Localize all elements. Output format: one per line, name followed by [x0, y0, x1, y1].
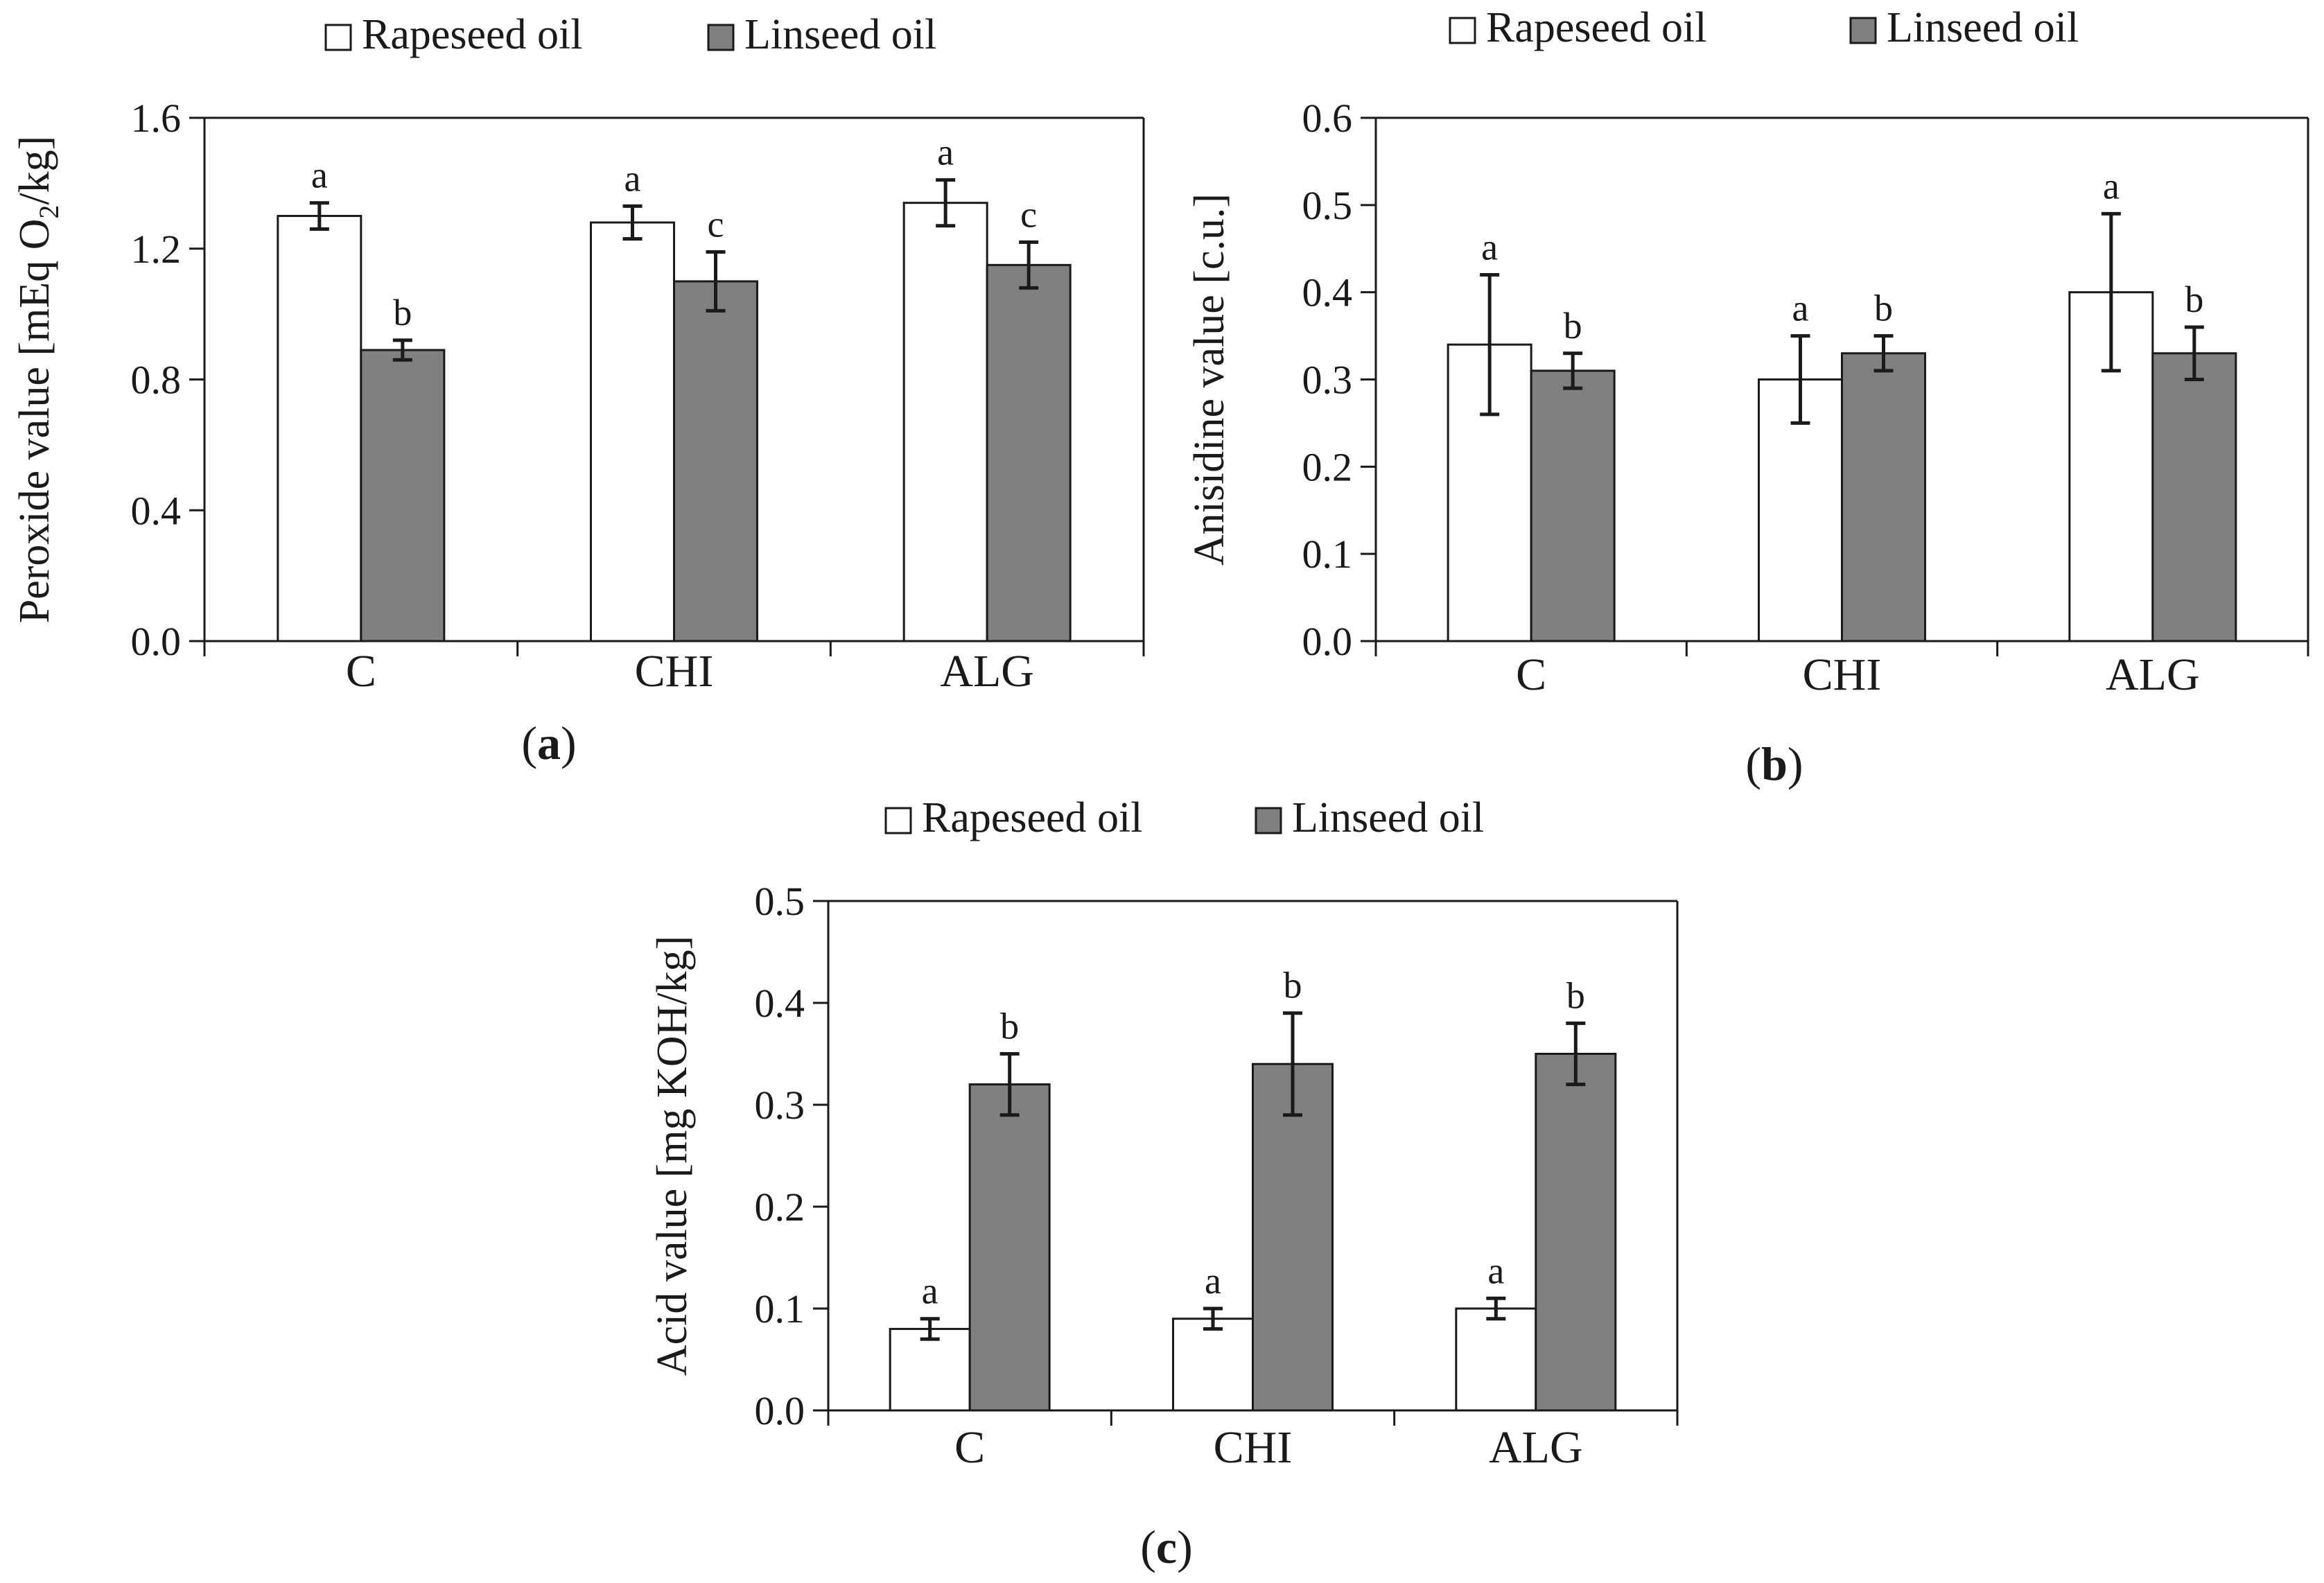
x-tick-label: CHI [1803, 649, 1882, 700]
y-tick-label: 0.2 [755, 1184, 805, 1230]
y-tick-label: 0.1 [1302, 532, 1353, 577]
bar-linseed [673, 280, 758, 642]
x-tick-label: C [954, 1422, 985, 1473]
y-tick-label: 0.5 [1302, 183, 1353, 228]
panel-label: (a) [521, 717, 576, 769]
y-tick-label: 0.4 [131, 488, 182, 533]
y-tick-label: 0.3 [1302, 358, 1353, 403]
x-tick-label: CHI [1214, 1422, 1293, 1473]
significance-letter: b [1566, 974, 1585, 1016]
significance-letter: b [1000, 1006, 1019, 1047]
y-axis-label-main: Peroxide value [mEq O [11, 219, 58, 624]
significance-letter: a [311, 155, 328, 196]
panel-label-letter: b [1761, 737, 1788, 790]
significance-letter: a [1481, 227, 1498, 268]
y-tick-label: 1.6 [131, 96, 182, 141]
significance-letter: b [1284, 965, 1302, 1006]
panel-label-letter: c [1156, 1521, 1177, 1573]
bar-rapeseed [902, 202, 988, 642]
significance-letter: b [2185, 279, 2203, 320]
legend-swatch-linseed [707, 24, 735, 51]
significance-letter: a [1792, 288, 1809, 329]
panel-label: (c) [1140, 1521, 1193, 1573]
y-tick-label: 0.0 [1302, 619, 1353, 664]
y-tick-label: 0.4 [755, 981, 805, 1026]
y-axis-label-subscript: 2 [33, 205, 64, 219]
significance-letter: a [1205, 1260, 1221, 1302]
panel-label: (b) [1745, 737, 1803, 790]
legend-label: Rapeseed oil [1486, 4, 1707, 51]
bar-linseed [1530, 369, 1616, 642]
bar-linseed [1252, 1062, 1334, 1412]
significance-letter: b [1874, 288, 1893, 329]
legend-swatch-rapeseed [324, 24, 352, 51]
bar-rapeseed [1172, 1318, 1254, 1412]
y-tick-label: 1.2 [131, 227, 182, 272]
y-axis-label: Acid value [mg KOH/kg] [649, 936, 696, 1376]
legend-label: Linseed oil [1292, 794, 1484, 841]
significance-letter: a [922, 1270, 938, 1312]
y-axis-label-main: Anisidine value [c.u.] [1186, 193, 1233, 566]
bar-linseed [986, 263, 1072, 642]
significance-letter: a [937, 132, 954, 173]
significance-letter: b [1564, 305, 1582, 347]
legend-label: Rapeseed oil [922, 794, 1143, 841]
legend-label: Linseed oil [744, 11, 936, 58]
y-tick-label: 0.2 [1302, 444, 1353, 489]
significance-letter: a [624, 157, 641, 199]
x-tick-label: ALG [1489, 1422, 1583, 1473]
x-tick-label: ALG [2106, 649, 2200, 700]
bar-linseed [1535, 1053, 1617, 1412]
y-axis-label-main: Acid value [mg KOH/kg] [649, 936, 696, 1376]
x-tick-label: C [346, 646, 376, 697]
bar-linseed [968, 1083, 1051, 1412]
chart-panel-b: 0.0 0.1 0.2 0.3 0.4 0.5 0.6 C CHI ALG a a a b b b Rapese… [1186, 4, 2309, 790]
x-tick-label: C [1516, 649, 1546, 700]
bar-rapeseed [1455, 1307, 1537, 1412]
bar-rapeseed [277, 215, 362, 642]
x-tick-label: ALG [940, 646, 1034, 697]
bar-linseed [2151, 352, 2237, 642]
y-axis-label: Peroxide value [mEq O2/kg] [11, 136, 64, 624]
legend-swatch-rapeseed [884, 807, 912, 834]
y-tick-label: 0.0 [755, 1388, 805, 1433]
y-tick-label: 0.4 [1302, 270, 1353, 315]
y-tick-label: 0.8 [131, 358, 182, 403]
legend-swatch-linseed [1255, 807, 1282, 834]
significance-letter: c [708, 203, 724, 245]
y-tick-label: 0.3 [755, 1083, 805, 1128]
y-tick-label: 0.6 [1302, 96, 1353, 141]
legend-label: Rapeseed oil [362, 11, 583, 58]
y-tick-label: 0.0 [131, 619, 182, 664]
bar-rapeseed [590, 221, 675, 642]
x-tick-label: CHI [635, 646, 714, 697]
legend-label: Linseed oil [1887, 4, 2079, 51]
significance-letter: c [1020, 193, 1037, 235]
panel-label-letter: a [537, 717, 561, 769]
bar-rapeseed [889, 1327, 971, 1412]
legend-swatch-rapeseed [1449, 17, 1476, 44]
legend-swatch-linseed [1849, 17, 1877, 44]
chart-panel-a: 0.0 0.4 0.8 1.2 1.6 C CHI ALG a a a b c c Rapeseed oil… [11, 11, 1145, 769]
chart-panel-c: 0.0 0.1 0.2 0.3 0.4 0.5 C CHI ALG a a a b b b Rapeseed … [649, 794, 1679, 1573]
bar-linseed [1841, 352, 1926, 642]
y-tick-label: 0.5 [755, 879, 805, 924]
y-axis-label: Anisidine value [c.u.] [1186, 193, 1233, 566]
significance-letter: a [1487, 1250, 1504, 1291]
y-axis-label-tail: /kg] [11, 136, 58, 205]
significance-letter: a [2103, 165, 2120, 207]
y-tick-label: 0.1 [755, 1286, 805, 1331]
significance-letter: b [393, 292, 412, 333]
bar-linseed [360, 349, 446, 642]
